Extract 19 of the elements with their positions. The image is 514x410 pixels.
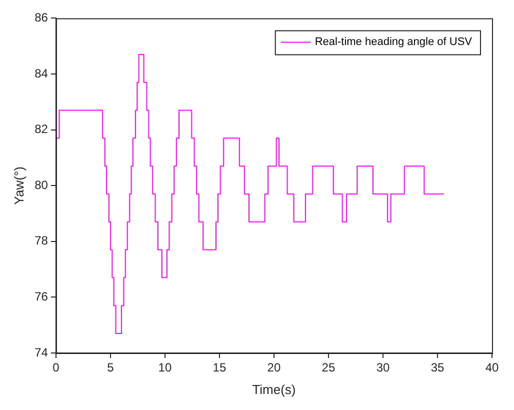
x-tick-label: 40 <box>485 360 499 375</box>
legend-label: Real-time heading angle of USV <box>314 36 473 48</box>
x-tick-label: 5 <box>107 360 114 375</box>
x-tick-label: 30 <box>376 360 390 375</box>
y-tick-label: 86 <box>34 10 48 25</box>
x-axis-title: Time(s) <box>252 382 296 397</box>
x-tick-label: 15 <box>212 360 226 375</box>
y-tick-label: 78 <box>34 234 48 248</box>
y-tick-label: 74 <box>34 345 48 360</box>
x-tick-label: 10 <box>158 360 172 375</box>
y-tick-label: 82 <box>34 122 48 136</box>
x-tick-label: 35 <box>430 360 444 375</box>
y-tick-label: 80 <box>34 178 48 192</box>
y-tick-label: 76 <box>34 290 48 304</box>
x-tick-label: 20 <box>267 360 281 375</box>
x-tick-label: 25 <box>322 360 336 375</box>
x-tick-label: 0 <box>52 360 60 375</box>
y-tick-label: 84 <box>34 66 48 80</box>
y-axis-title: Yaw(°) <box>11 166 26 205</box>
